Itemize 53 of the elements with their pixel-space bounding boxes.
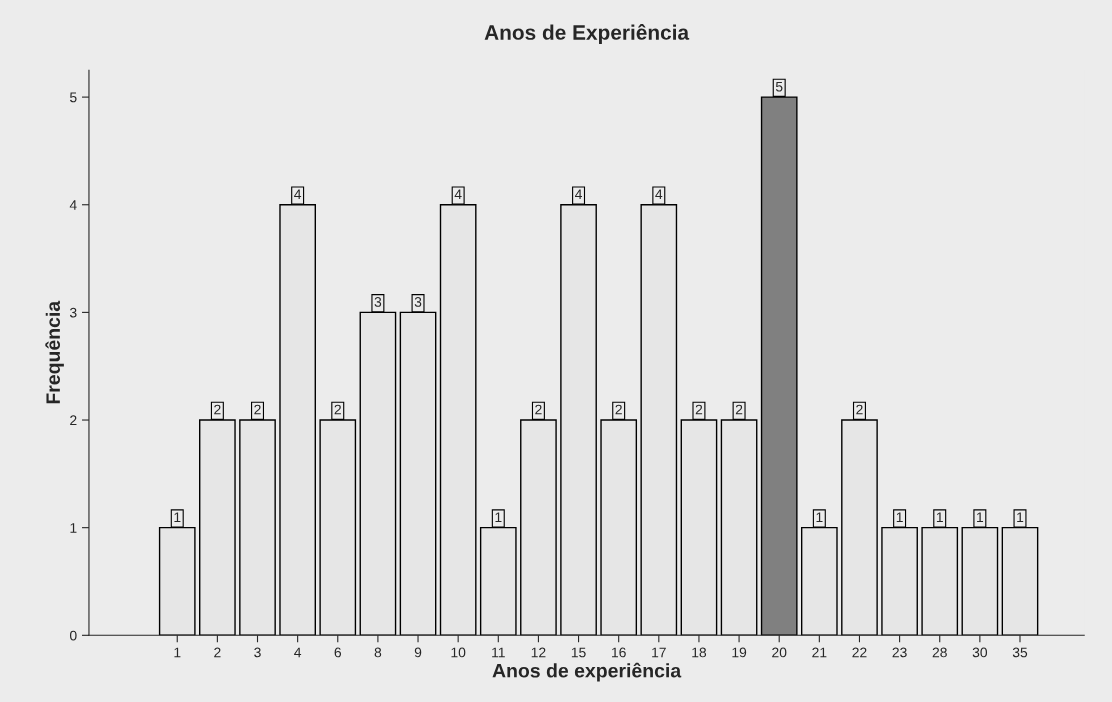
- data-label: 1: [1017, 512, 1024, 523]
- x-axis-title: Anos de experiência: [492, 662, 682, 682]
- y-tick-label: 3: [69, 307, 77, 318]
- data-label: 4: [655, 189, 663, 200]
- y-axis-title: Frequência: [45, 300, 64, 404]
- x-tick-label: 23: [892, 647, 907, 658]
- y-tick-label: 2: [70, 415, 77, 426]
- x-tick-label: 20: [772, 647, 787, 658]
- data-label: 1: [174, 512, 181, 523]
- data-label: 2: [695, 404, 703, 415]
- x-tick-label: 6: [334, 647, 342, 658]
- x-tick-label: 11: [492, 647, 505, 658]
- data-label: 2: [856, 404, 863, 415]
- x-tick-label: 28: [932, 647, 947, 658]
- x-tick-label: 21: [812, 647, 827, 658]
- x-tick-label: 3: [254, 647, 261, 658]
- x-tick-label: 22: [852, 647, 867, 658]
- data-label: 5: [775, 81, 783, 92]
- y-tick-label: 4: [69, 200, 77, 210]
- data-label: 2: [214, 404, 221, 415]
- data-label: 1: [896, 512, 903, 523]
- data-label: 1: [977, 512, 984, 523]
- data-label: 4: [294, 189, 302, 200]
- data-label: 3: [374, 297, 382, 307]
- x-tick-label: 17: [652, 647, 666, 658]
- x-tick-label: 1: [174, 647, 181, 658]
- x-tick-label: 15: [571, 647, 586, 658]
- y-tick-label: 5: [69, 92, 77, 103]
- x-tick-label: 10: [451, 647, 466, 658]
- x-tick-label: 18: [692, 647, 707, 658]
- x-tick-label: 19: [732, 647, 747, 658]
- data-label: 2: [735, 404, 743, 415]
- x-tick-label: 8: [374, 647, 382, 658]
- y-tick-label: 1: [70, 523, 77, 533]
- x-tick-label: 12: [531, 647, 546, 658]
- data-label: 1: [495, 512, 502, 523]
- x-tick-label: 35: [1012, 647, 1028, 658]
- chart-title: Anos de Experiência: [484, 24, 690, 44]
- data-label: 3: [414, 297, 422, 307]
- data-label: 2: [615, 404, 622, 415]
- data-label: 2: [535, 404, 542, 415]
- x-tick-label: 9: [414, 647, 422, 658]
- data-label: 2: [254, 404, 261, 415]
- x-tick-label: 16: [612, 647, 626, 658]
- data-label: 4: [575, 189, 583, 200]
- data-label: 1: [936, 512, 943, 523]
- data-label: 2: [334, 404, 341, 415]
- data-label: 4: [454, 189, 462, 200]
- x-tick-label: 2: [214, 647, 221, 658]
- data-label: 1: [816, 512, 823, 523]
- x-tick-label: 4: [294, 647, 302, 658]
- y-tick-label: 0: [69, 630, 77, 641]
- x-tick-label: 30: [972, 647, 988, 658]
